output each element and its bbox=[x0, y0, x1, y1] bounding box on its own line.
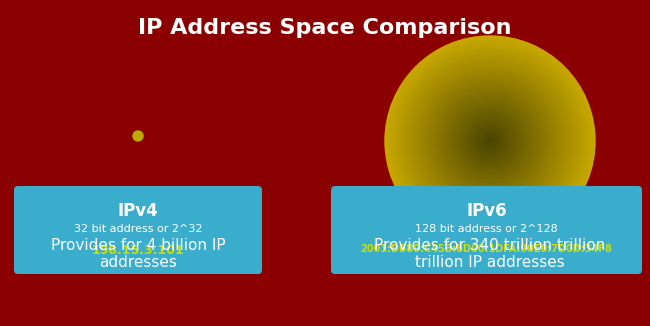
Circle shape bbox=[402, 53, 577, 229]
Circle shape bbox=[424, 75, 556, 208]
Text: 198.15.3.101: 198.15.3.101 bbox=[92, 244, 185, 257]
Circle shape bbox=[486, 138, 493, 144]
Circle shape bbox=[418, 69, 562, 213]
Circle shape bbox=[401, 52, 579, 230]
Circle shape bbox=[443, 94, 538, 188]
Circle shape bbox=[485, 136, 495, 146]
Circle shape bbox=[404, 55, 576, 227]
Circle shape bbox=[450, 101, 530, 181]
Circle shape bbox=[448, 99, 532, 183]
FancyBboxPatch shape bbox=[331, 186, 642, 274]
Circle shape bbox=[488, 139, 492, 143]
Circle shape bbox=[389, 39, 592, 243]
Circle shape bbox=[427, 78, 553, 204]
Circle shape bbox=[387, 38, 593, 244]
Circle shape bbox=[445, 96, 536, 186]
Circle shape bbox=[476, 127, 504, 155]
Circle shape bbox=[441, 92, 539, 190]
Circle shape bbox=[481, 132, 499, 150]
Text: Provides for 4 billion IP
addresses: Provides for 4 billion IP addresses bbox=[51, 238, 226, 270]
Circle shape bbox=[395, 47, 584, 235]
Circle shape bbox=[422, 73, 558, 209]
Circle shape bbox=[394, 45, 586, 237]
Circle shape bbox=[465, 116, 515, 166]
Circle shape bbox=[392, 43, 588, 239]
Circle shape bbox=[425, 76, 554, 206]
Circle shape bbox=[455, 106, 525, 176]
Circle shape bbox=[385, 36, 595, 246]
Circle shape bbox=[457, 108, 523, 174]
Circle shape bbox=[411, 62, 569, 220]
Circle shape bbox=[478, 129, 502, 153]
Circle shape bbox=[434, 85, 546, 197]
Text: 128 bit address or 2^128: 128 bit address or 2^128 bbox=[415, 224, 558, 234]
Text: 32 bit address or 2^32: 32 bit address or 2^32 bbox=[73, 224, 202, 234]
Circle shape bbox=[420, 71, 560, 211]
Circle shape bbox=[410, 61, 571, 221]
Circle shape bbox=[415, 66, 566, 216]
Circle shape bbox=[430, 82, 549, 200]
Circle shape bbox=[406, 57, 574, 225]
Circle shape bbox=[133, 131, 143, 141]
Circle shape bbox=[413, 64, 567, 218]
Text: Provides for 340 trillion trillion
trillion IP addresses: Provides for 340 trillion trillion trill… bbox=[374, 238, 606, 270]
Circle shape bbox=[471, 122, 509, 160]
Circle shape bbox=[447, 97, 534, 185]
Text: IP Address Space Comparison: IP Address Space Comparison bbox=[138, 18, 512, 38]
Circle shape bbox=[417, 67, 564, 215]
Circle shape bbox=[390, 41, 590, 241]
Text: IPv4: IPv4 bbox=[118, 202, 159, 220]
Circle shape bbox=[439, 90, 541, 192]
Circle shape bbox=[473, 124, 508, 158]
Circle shape bbox=[399, 50, 581, 232]
FancyBboxPatch shape bbox=[14, 186, 262, 274]
Circle shape bbox=[460, 111, 520, 171]
Circle shape bbox=[436, 87, 544, 195]
Circle shape bbox=[452, 102, 528, 180]
Circle shape bbox=[483, 134, 497, 148]
Circle shape bbox=[467, 118, 513, 164]
Circle shape bbox=[469, 120, 511, 162]
Circle shape bbox=[480, 130, 500, 152]
Text: 2001:DB80:C45B:8D00:1DFA:90E0:7D0D:34F8: 2001:DB80:C45B:8D00:1DFA:90E0:7D0D:34F8 bbox=[361, 244, 612, 254]
Circle shape bbox=[462, 113, 518, 169]
Circle shape bbox=[474, 125, 506, 157]
Circle shape bbox=[437, 88, 543, 194]
Circle shape bbox=[408, 59, 572, 223]
Circle shape bbox=[397, 48, 583, 234]
Circle shape bbox=[458, 110, 521, 172]
Circle shape bbox=[453, 104, 526, 178]
Text: IPv6: IPv6 bbox=[466, 202, 507, 220]
Circle shape bbox=[432, 83, 548, 199]
Circle shape bbox=[463, 115, 516, 167]
Circle shape bbox=[429, 80, 551, 202]
